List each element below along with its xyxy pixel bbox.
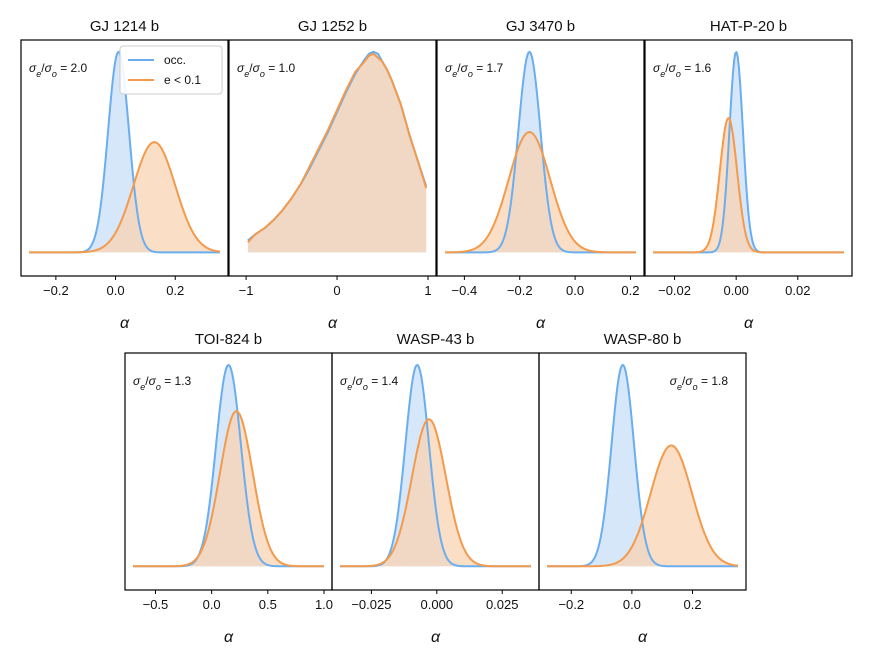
sigma-ratio-label: σe/σo = 1.3 [133,374,192,392]
series-ecc-fill [445,132,636,253]
panel-title: WASP-43 b [397,331,475,348]
legend-label-ecc: e < 0.1 [164,73,201,87]
panel-title: GJ 1252 b [298,18,367,35]
panel-wasp-80-b: WASP-80 b −0.2 0.0 0.2 α σe/σo = 1.8 [538,331,747,646]
panel-toi-824-b: TOI-824 b −0.5 0.0 0.5 1.0 α σe/σo = 1.3 [124,331,333,646]
series-ecc-line [444,131,636,254]
x-tick-label: 0.5 [259,597,277,612]
x-axis-label: α [120,315,130,332]
panel-gj-3470-b: GJ 3470 b −0.4 −0.2 0.0 0.2 α σe/σo = 1.7 [436,18,645,332]
series-ecc-fill [133,411,324,567]
x-tick-label: 0.2 [683,597,701,612]
sigma-ratio-label: σe/σo = 2.0 [29,61,88,79]
x-tick-label: 0.0 [566,283,584,298]
x-tick-label: −0.02 [658,283,691,298]
series-ecc-line [29,141,221,254]
series-ecc-fill [29,142,220,253]
x-axis-label: α [328,315,338,332]
x-axis-label: α [536,315,546,332]
panel-title: TOI-824 b [195,331,262,348]
panel-frame [538,352,747,591]
x-tick-label: 0.2 [166,283,184,298]
sigma-ratio-label: σe/σo = 1.7 [445,61,504,79]
x-tick-label: −0.2 [558,597,584,612]
x-tick-label: 0.000 [421,597,454,612]
x-tick-label: 0.0 [623,597,641,612]
sigma-ratio-label: σe/σo = 1.6 [653,61,712,79]
panel-frame [20,39,229,277]
legend-label-occ: occ. [164,53,186,67]
x-tick-label: 0.2 [621,283,639,298]
legend-box [119,45,223,95]
panel-title: GJ 3470 b [506,18,575,35]
x-tick-label: 0.0 [107,283,125,298]
sigma-ratio-label: σe/σo = 1.4 [340,374,399,392]
panel-gj-1214-b: GJ 1214 b −0.2 0.0 0.2 α σe/σo = 2.0 occ. e < 0… [20,18,229,332]
series-ecc-line [247,52,428,244]
x-axis-label: α [224,629,234,646]
panel-frame [644,39,853,277]
series-ecc-fill [340,419,531,567]
x-tick-label: 0.0 [203,597,221,612]
panel-title: GJ 1214 b [90,18,159,35]
series-ecc-fill [247,53,427,253]
x-tick-label: 0 [333,283,340,298]
x-tick-label: 0.00 [724,283,749,298]
x-tick-label: −1 [239,283,254,298]
panel-frame [436,39,645,277]
x-tick-label: −0.2 [43,283,69,298]
x-tick-label: −0.5 [143,597,169,612]
series-ecc-line [340,418,531,568]
x-axis-label: α [744,315,754,332]
panel-wasp-43-b: WASP-43 b −0.025 0.000 0.025 α σe/σo = 1.4 [331,331,540,646]
sigma-ratio-label: σe/σo = 1.8 [670,374,729,392]
x-tick-label: −0.2 [507,283,533,298]
panel-title: WASP-80 b [604,331,682,348]
x-tick-label: 1 [424,283,431,298]
x-tick-label: −0.025 [351,597,391,612]
series-occ-fill [29,51,220,253]
panel-gj-1252-b: GJ 1252 b −1 0 1 α σe/σo = 1.0 [228,18,437,332]
x-tick-label: −0.4 [452,283,478,298]
x-tick-label: 0.025 [486,597,519,612]
series-ecc-line [133,410,324,568]
panel-hat-p-20-b: HAT-P-20 b −0.02 0.00 0.02 α σe/σo = 1.6 [644,18,853,332]
series-ecc-line [653,117,844,254]
legend: occ. e < 0.1 [119,45,223,95]
x-tick-label: 0.02 [785,283,810,298]
x-tick-label: 1.0 [315,597,333,612]
x-axis-label: α [431,629,441,646]
x-axis-label: α [638,629,648,646]
sigma-ratio-label: σe/σo = 1.0 [237,61,296,79]
series-ecc-fill [547,445,738,567]
panel-frame [228,39,437,277]
series-ecc-line [547,444,739,568]
panel-title: HAT-P-20 b [710,18,787,35]
